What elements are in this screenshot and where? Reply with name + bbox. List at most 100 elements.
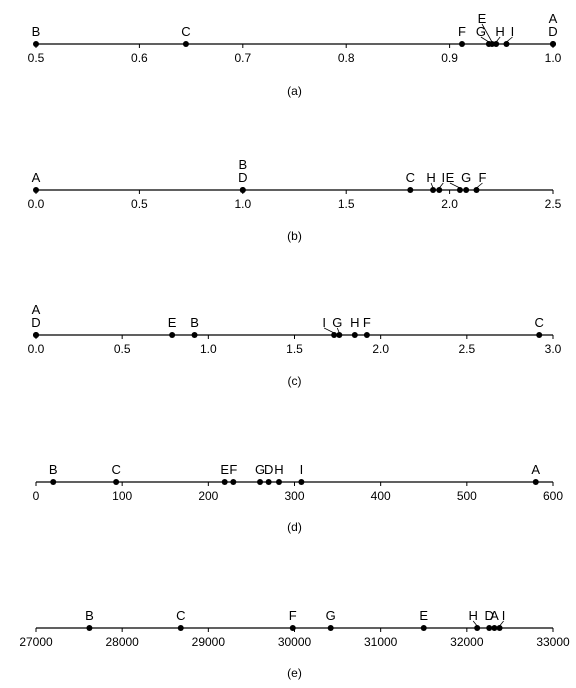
- tick-label: 400: [371, 489, 391, 503]
- label-leader-line: [336, 327, 340, 334]
- tick-label: 2.0: [441, 197, 458, 211]
- point-label-g: G: [255, 462, 265, 477]
- point-label-h: H: [495, 24, 504, 39]
- data-point-c: [177, 625, 184, 631]
- data-point-b: [33, 41, 39, 47]
- data-point-f: [459, 41, 466, 47]
- point-label-e: E: [446, 170, 455, 185]
- data-point-d: [550, 41, 556, 47]
- data-point-d: [265, 479, 272, 485]
- point-label-b: B: [190, 315, 199, 330]
- label-leader-line: [472, 620, 478, 627]
- data-point-d: [33, 332, 39, 338]
- point-label-a: A: [531, 462, 540, 477]
- tick-label: 32000: [450, 635, 484, 649]
- tick-label: 300: [284, 489, 304, 503]
- point-label-g: G: [476, 24, 486, 39]
- data-point-e: [488, 41, 495, 47]
- tick-label: 2.5: [545, 197, 562, 211]
- panel-label: (d): [287, 520, 302, 534]
- point-label-b: B: [238, 157, 247, 172]
- tick-label: 2.5: [458, 342, 475, 356]
- point-label-e: E: [478, 11, 487, 26]
- panel-label: (a): [287, 84, 302, 98]
- tick-label: 3.0: [545, 342, 562, 356]
- data-point-c: [113, 479, 120, 485]
- point-label-g: G: [461, 170, 471, 185]
- point-label-d: D: [485, 608, 494, 623]
- point-label-f: F: [458, 24, 466, 39]
- data-point-i: [503, 41, 510, 47]
- tick-label: 1.0: [545, 51, 562, 65]
- point-label-e: E: [168, 315, 177, 330]
- data-point-h: [275, 479, 282, 485]
- data-point-h: [430, 187, 437, 193]
- data-point-g: [463, 187, 470, 193]
- data-point-g: [336, 332, 343, 338]
- tick-label: 100: [112, 489, 132, 503]
- panel-d: 0 100 200 300 400 500 600 B C E F GD H I A (d): [33, 462, 564, 534]
- panel-b: 0.0 0.5 1.0 1.5 2.0 2.5 A BD C H I E G F (b): [28, 157, 562, 243]
- label-leader-line: [506, 36, 513, 43]
- point-label-i: I: [322, 315, 326, 330]
- panel-label: (c): [288, 374, 302, 388]
- data-point-f: [473, 187, 480, 193]
- point-label-e: E: [220, 462, 229, 477]
- tick-label: 31000: [364, 635, 398, 649]
- data-point-c: [536, 332, 543, 338]
- panel-label: (b): [287, 229, 302, 243]
- tick-label: 29000: [192, 635, 226, 649]
- panel-label: (e): [287, 666, 302, 680]
- point-label-h: H: [468, 608, 477, 623]
- point-label-h: H: [350, 315, 359, 330]
- point-label-d: D: [238, 170, 247, 185]
- label-leader-line: [481, 23, 493, 43]
- point-label-a: A: [32, 170, 41, 185]
- tick-label: 0: [33, 489, 40, 503]
- point-label-i: I: [502, 608, 506, 623]
- data-point-h: [474, 625, 481, 631]
- tick-label: 1.5: [286, 342, 303, 356]
- tick-label: 30000: [278, 635, 312, 649]
- data-point-a: [491, 625, 498, 631]
- label-leader-line: [449, 182, 461, 189]
- data-point-c: [182, 41, 189, 47]
- tick-label: 0.5: [28, 51, 45, 65]
- point-label-h: H: [274, 462, 283, 477]
- label-leader-line: [495, 36, 501, 43]
- data-point-c: [407, 187, 414, 193]
- tick-label: 500: [457, 489, 477, 503]
- point-label-a: A: [490, 608, 499, 623]
- point-label-f: F: [363, 315, 371, 330]
- label-leader-line: [480, 36, 490, 43]
- point-label-h: H: [426, 170, 435, 185]
- data-point-a: [33, 187, 39, 193]
- tick-label: 1.5: [338, 197, 355, 211]
- point-label-c: C: [406, 170, 415, 185]
- data-point-d: [239, 187, 246, 193]
- tick-label: 0.6: [131, 51, 148, 65]
- data-point-f: [230, 479, 237, 485]
- point-label-b: B: [85, 608, 94, 623]
- point-label-a: A: [32, 302, 41, 317]
- data-point-i: [496, 625, 503, 631]
- tick-label: 0.9: [441, 51, 458, 65]
- point-label-i: I: [511, 24, 515, 39]
- point-label-d: D: [548, 24, 557, 39]
- data-point-e: [221, 479, 228, 485]
- point-label-g: G: [326, 608, 336, 623]
- tick-label: 1.0: [200, 342, 217, 356]
- data-point-i: [331, 332, 338, 338]
- point-label-c: C: [535, 315, 544, 330]
- label-leader-line: [499, 620, 504, 627]
- tick-label: 0.0: [28, 197, 45, 211]
- data-point-b: [50, 479, 57, 485]
- data-point-e: [169, 332, 176, 338]
- point-label-c: C: [181, 24, 190, 39]
- point-label-f: F: [479, 170, 487, 185]
- label-leader-line: [430, 182, 434, 189]
- tick-label: 0.0: [28, 342, 45, 356]
- point-label-i: I: [300, 462, 304, 477]
- data-point-f: [363, 332, 370, 338]
